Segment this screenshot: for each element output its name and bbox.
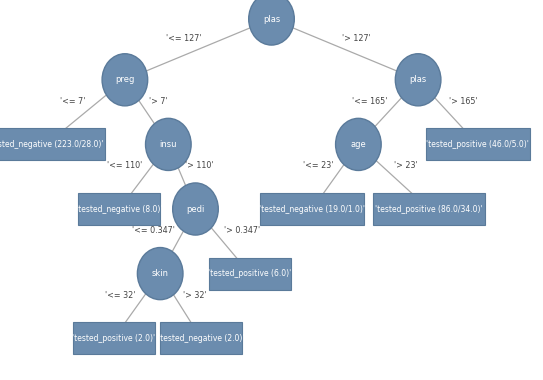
- Text: age: age: [350, 140, 367, 149]
- Text: '> 32': '> 32': [183, 291, 206, 299]
- Text: 'tested_positive (46.0/5.0)': 'tested_positive (46.0/5.0)': [426, 140, 529, 149]
- FancyBboxPatch shape: [261, 193, 364, 225]
- Text: '> 0.347': '> 0.347': [224, 226, 261, 235]
- Text: 'tested_negative (223.0/28.0)': 'tested_negative (223.0/28.0)': [0, 140, 104, 149]
- FancyBboxPatch shape: [373, 193, 485, 225]
- Text: preg: preg: [115, 75, 135, 84]
- FancyBboxPatch shape: [0, 128, 105, 160]
- Text: '<= 32': '<= 32': [105, 291, 135, 299]
- Text: 'tested_negative (2.0)': 'tested_negative (2.0)': [157, 334, 244, 343]
- Text: 'tested_negative (8.0)': 'tested_negative (8.0)': [76, 204, 163, 214]
- Text: '<= 0.347': '<= 0.347': [132, 226, 175, 235]
- Text: skin: skin: [151, 269, 169, 278]
- Text: '> 127': '> 127': [342, 34, 370, 43]
- Text: '<= 7': '<= 7': [60, 97, 85, 106]
- Text: plas: plas: [263, 14, 280, 24]
- Text: 'tested_positive (86.0/34.0)': 'tested_positive (86.0/34.0)': [375, 204, 483, 214]
- Text: '<= 110': '<= 110': [107, 162, 142, 170]
- Text: 'tested_positive (6.0)': 'tested_positive (6.0)': [208, 269, 292, 278]
- Text: '<= 23': '<= 23': [303, 162, 333, 170]
- FancyBboxPatch shape: [160, 322, 242, 354]
- Ellipse shape: [146, 118, 191, 171]
- Text: '> 7': '> 7': [149, 97, 167, 106]
- Text: '> 110': '> 110': [185, 162, 213, 170]
- Text: '> 165': '> 165': [450, 97, 478, 106]
- Text: plas: plas: [409, 75, 427, 84]
- FancyBboxPatch shape: [73, 322, 155, 354]
- FancyBboxPatch shape: [79, 193, 161, 225]
- Text: '> 23': '> 23': [394, 162, 418, 170]
- FancyBboxPatch shape: [426, 128, 530, 160]
- Ellipse shape: [173, 183, 218, 235]
- Ellipse shape: [336, 118, 381, 171]
- Text: pedi: pedi: [186, 204, 205, 214]
- FancyBboxPatch shape: [209, 258, 291, 290]
- Text: '<= 165': '<= 165': [351, 97, 387, 106]
- Text: 'tested_positive (2.0)': 'tested_positive (2.0)': [72, 334, 156, 343]
- Text: '<= 127': '<= 127': [166, 34, 201, 43]
- Ellipse shape: [137, 247, 183, 300]
- Text: 'tested_negative (19.0/1.0)': 'tested_negative (19.0/1.0)': [259, 204, 365, 214]
- Ellipse shape: [395, 54, 441, 106]
- Ellipse shape: [102, 54, 148, 106]
- Text: insu: insu: [160, 140, 177, 149]
- Ellipse shape: [249, 0, 294, 45]
